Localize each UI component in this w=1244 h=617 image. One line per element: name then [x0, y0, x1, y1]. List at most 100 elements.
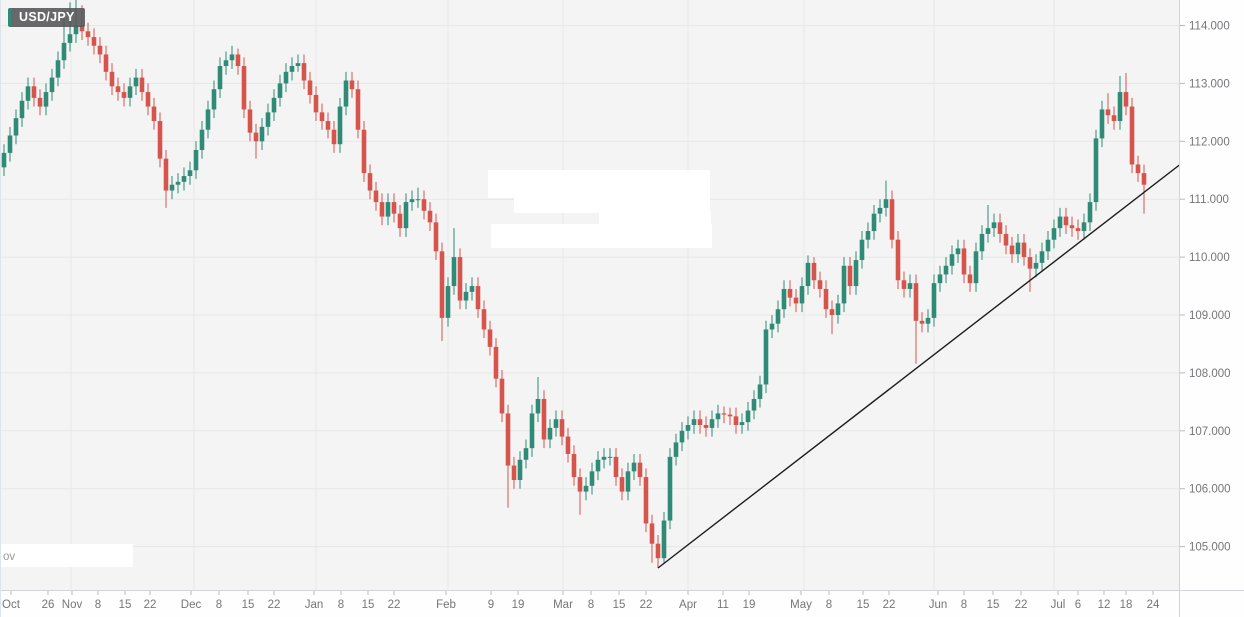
candle-body: [511, 465, 517, 481]
chart-plot-area[interactable]: [1, 0, 1179, 590]
time-label: 11: [717, 599, 729, 611]
candle-body: [925, 317, 931, 324]
candle-body: [1129, 106, 1135, 165]
candle: [1033, 254, 1039, 278]
candle-body: [571, 453, 577, 478]
candle: [139, 68, 145, 101]
candle-body: [25, 86, 31, 101]
symbol-badge[interactable]: USD/JPY: [8, 8, 85, 27]
candle-body: [487, 329, 493, 347]
candle: [997, 213, 1003, 243]
price-label: 114.000: [1189, 21, 1230, 33]
candle-body: [847, 265, 853, 287]
candle-body: [73, 25, 79, 35]
candle-body: [553, 419, 559, 428]
candle-body: [1033, 262, 1039, 269]
candle-body: [325, 121, 331, 130]
candle-body: [415, 199, 421, 201]
candle: [715, 404, 721, 428]
candle: [121, 83, 127, 107]
candle-body: [403, 202, 409, 229]
candle: [115, 77, 121, 101]
price-label: 112.000: [1189, 136, 1230, 148]
candle: [931, 274, 937, 327]
candle-body: [367, 173, 373, 191]
candle: [721, 406, 727, 424]
candle: [109, 63, 115, 95]
time-label: Jul: [1051, 599, 1066, 611]
candle: [1, 144, 7, 177]
candle: [835, 294, 841, 324]
candle: [679, 422, 685, 452]
erased-watermark-block: [488, 170, 710, 198]
candle: [889, 190, 895, 249]
candle-body: [541, 398, 547, 440]
candle-body: [319, 112, 325, 122]
candle: [895, 231, 901, 289]
trendline[interactable]: [657, 162, 1183, 569]
candle: [943, 257, 949, 284]
candle: [289, 57, 295, 81]
candle: [433, 213, 439, 260]
candle-body: [913, 283, 919, 321]
candle-body: [781, 288, 787, 310]
candle-body: [139, 77, 145, 93]
candle-body: [1099, 109, 1105, 139]
candle-body: [667, 456, 673, 521]
time-label: 26: [42, 599, 55, 611]
candle: [1135, 155, 1141, 182]
time-label: Dec: [181, 599, 202, 611]
candle: [157, 112, 163, 168]
candle: [211, 80, 217, 119]
candle-body: [877, 207, 883, 214]
candle-body: [793, 297, 799, 304]
candle-body: [769, 323, 775, 330]
price-gridlines: [1, 25, 1179, 548]
candle: [343, 71, 349, 116]
price-label: 109.000: [1189, 310, 1231, 322]
candle-body: [1135, 164, 1141, 174]
candle: [841, 257, 847, 313]
candle: [601, 448, 607, 469]
time-label: Jun: [929, 599, 948, 611]
candle-body: [1, 152, 7, 168]
candle: [1087, 193, 1093, 232]
watermark-remnant-text: ov: [3, 551, 15, 563]
candle: [1111, 106, 1117, 130]
candle-body: [961, 248, 967, 275]
candle-body: [691, 419, 697, 426]
candle-body: [1093, 138, 1099, 203]
candle: [397, 204, 403, 237]
candle-body: [31, 86, 37, 98]
candle-body: [595, 459, 601, 472]
candle: [307, 71, 313, 104]
candle-body: [865, 231, 871, 240]
candle-body: [613, 456, 619, 478]
candle: [757, 375, 763, 408]
candle-body: [673, 442, 679, 457]
candle: [169, 176, 175, 200]
price-axis[interactable]: [1180, 0, 1244, 617]
candle-body: [817, 280, 823, 289]
candle: [709, 410, 715, 437]
candle: [505, 404, 511, 508]
candle-body: [229, 54, 235, 61]
price-label: 105.000: [1189, 542, 1231, 554]
candle: [205, 100, 211, 139]
candle-body: [547, 427, 553, 440]
candle: [589, 462, 595, 495]
candle-body: [307, 80, 313, 95]
candle-body: [1087, 202, 1093, 223]
candle: [559, 410, 565, 446]
candle-body: [271, 97, 277, 113]
candle: [973, 242, 979, 292]
candle: [337, 97, 343, 153]
candle: [1141, 164, 1147, 214]
time-label: 15: [362, 599, 375, 611]
candle-body: [241, 66, 247, 110]
time-axis[interactable]: [1, 590, 1244, 617]
candle: [985, 204, 991, 243]
candle-body: [745, 410, 751, 423]
erased-watermark: [1, 170, 712, 567]
